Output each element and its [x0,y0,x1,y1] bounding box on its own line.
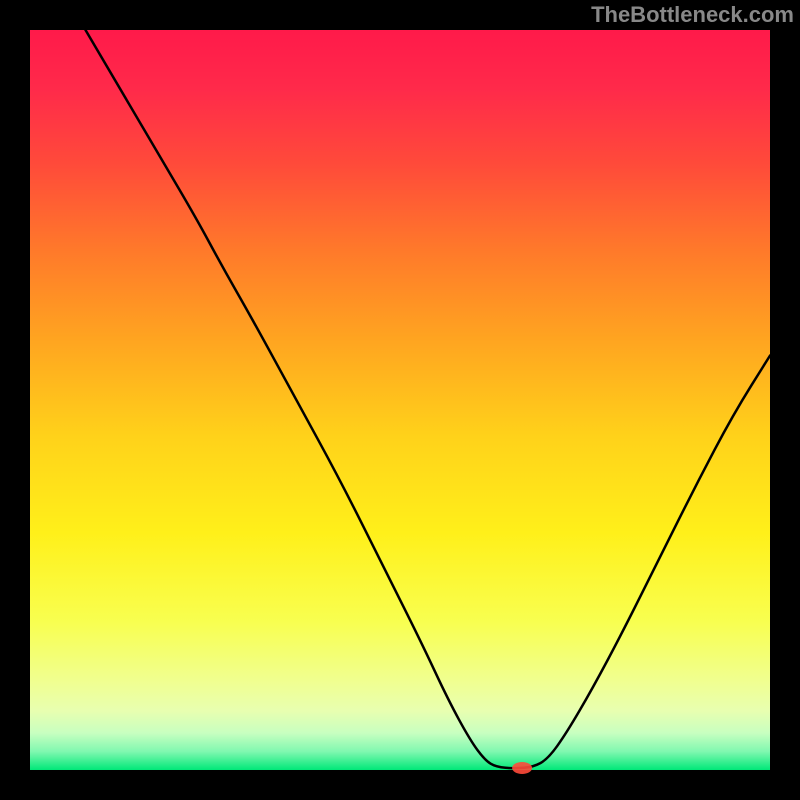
bottleneck-chart: TheBottleneck.com [0,0,800,800]
chart-svg [0,0,800,800]
optimal-marker [512,762,532,774]
watermark-text: TheBottleneck.com [591,2,794,28]
plot-background [30,30,770,770]
